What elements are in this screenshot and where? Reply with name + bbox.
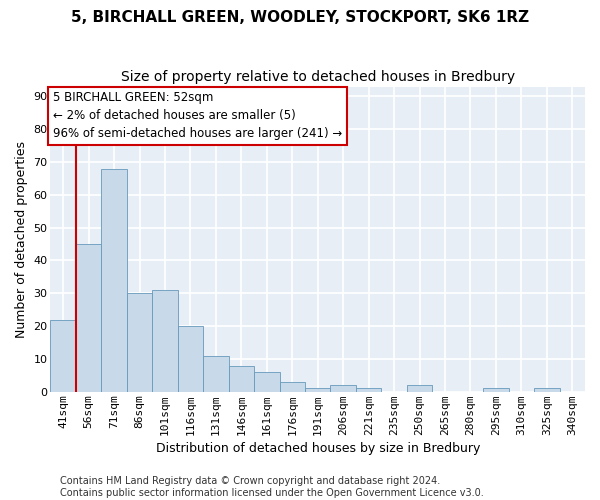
Bar: [407, 385, 432, 392]
Bar: [152, 290, 178, 392]
Bar: [331, 385, 356, 392]
Bar: [127, 294, 152, 392]
Bar: [483, 388, 509, 392]
Bar: [280, 382, 305, 392]
Bar: [76, 244, 101, 392]
Bar: [229, 366, 254, 392]
Bar: [254, 372, 280, 392]
Bar: [178, 326, 203, 392]
X-axis label: Distribution of detached houses by size in Bredbury: Distribution of detached houses by size …: [155, 442, 480, 455]
Text: 5, BIRCHALL GREEN, WOODLEY, STOCKPORT, SK6 1RZ: 5, BIRCHALL GREEN, WOODLEY, STOCKPORT, S…: [71, 10, 529, 25]
Bar: [534, 388, 560, 392]
Y-axis label: Number of detached properties: Number of detached properties: [15, 140, 28, 338]
Bar: [305, 388, 331, 392]
Bar: [50, 320, 76, 392]
Text: Contains HM Land Registry data © Crown copyright and database right 2024.
Contai: Contains HM Land Registry data © Crown c…: [60, 476, 484, 498]
Title: Size of property relative to detached houses in Bredbury: Size of property relative to detached ho…: [121, 70, 515, 84]
Bar: [101, 168, 127, 392]
Text: 5 BIRCHALL GREEN: 52sqm
← 2% of detached houses are smaller (5)
96% of semi-deta: 5 BIRCHALL GREEN: 52sqm ← 2% of detached…: [53, 92, 342, 140]
Bar: [356, 388, 382, 392]
Bar: [203, 356, 229, 392]
